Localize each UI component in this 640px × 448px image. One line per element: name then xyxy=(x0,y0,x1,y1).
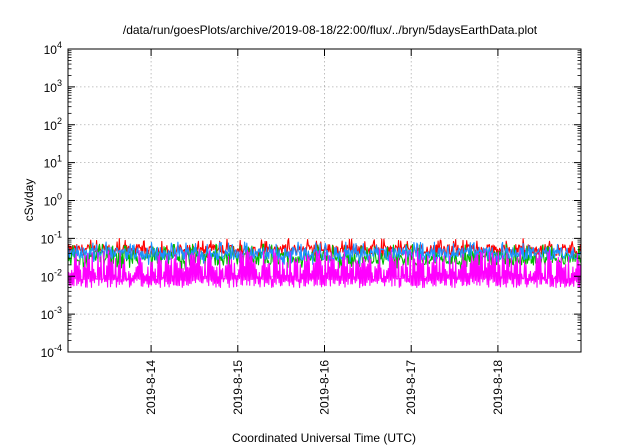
plot-frame xyxy=(67,48,582,353)
x-tick-label: 2019-8-14 xyxy=(144,360,158,415)
y-tick-label: 102 xyxy=(44,116,62,133)
y-axis-label: cSv/day xyxy=(22,179,36,222)
y-tick-label: 10-2 xyxy=(41,267,62,284)
x-tick-label: 2019-8-16 xyxy=(318,360,332,415)
y-tick-label: 101 xyxy=(44,154,62,171)
x-axis-label: Coordinated Universal Time (UTC) xyxy=(232,431,416,445)
y-tick-label: 10-1 xyxy=(41,229,62,246)
y-tick-label: 104 xyxy=(44,40,62,57)
series-line-4 xyxy=(67,249,582,289)
x-tick-label: 2019-8-17 xyxy=(404,360,418,415)
grid-lines xyxy=(68,49,581,352)
y-tick-label: 10-4 xyxy=(41,343,62,360)
series-line-3 xyxy=(67,241,581,266)
data-series xyxy=(67,237,582,289)
x-tick-label: 2019-8-18 xyxy=(491,360,505,415)
chart-title: /data/run/goesPlots/archive/2019-08-18/2… xyxy=(123,23,538,37)
y-tick-label: 10-3 xyxy=(41,305,62,322)
y-axis-ticks: 10-4 10-3 10-2 10-1 100 101 102 103 104 xyxy=(41,40,581,360)
y-tick-label: 103 xyxy=(44,78,62,95)
x-axis-ticks: 2019-8-14 2019-8-15 2019-8-16 2019-8-17 2019… xyxy=(144,49,505,415)
y-tick-label: 100 xyxy=(44,192,62,209)
x-tick-label: 2019-8-15 xyxy=(231,360,245,415)
